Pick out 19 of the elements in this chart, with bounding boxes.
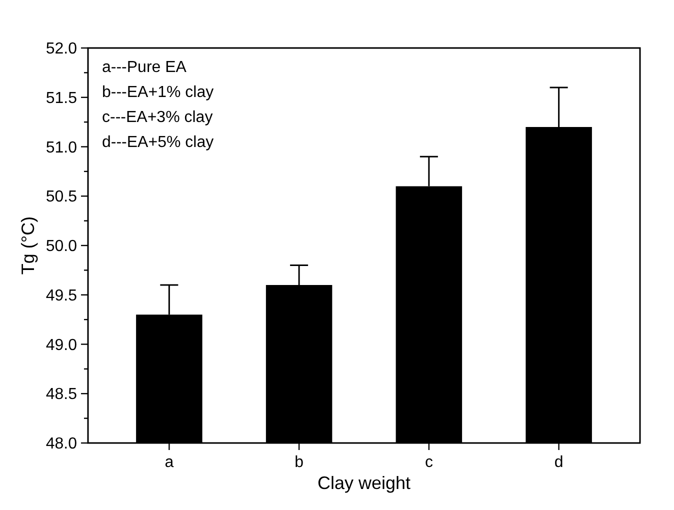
y-axis-title: Tg (°C) [18,216,38,275]
x-tick-label: c [424,454,433,471]
y-tick-label: 50.0 [46,238,78,256]
y-tick-label: 52.0 [46,40,78,58]
annotation: c---EA+3% clay [102,109,213,126]
x-tick-label: b [294,454,304,471]
y-tick-label: 51.5 [46,90,78,107]
y-tick-label: 51.0 [46,139,78,156]
y-tick-label: 48.0 [46,436,78,453]
y-tick-label: 50.5 [46,188,78,206]
annotation: a---Pure EA [102,59,187,76]
annotation: d---EA+5% clay [102,134,214,151]
annotation: b---EA+1% clay [102,84,214,101]
y-tick-label: 49.5 [46,287,78,304]
y-tick-label: 49.0 [46,336,78,354]
x-tick-label: a [164,454,174,471]
x-axis-title: Clay weight [317,473,411,493]
x-tick-label: d [554,454,564,471]
y-tick-label: 48.5 [46,386,78,404]
